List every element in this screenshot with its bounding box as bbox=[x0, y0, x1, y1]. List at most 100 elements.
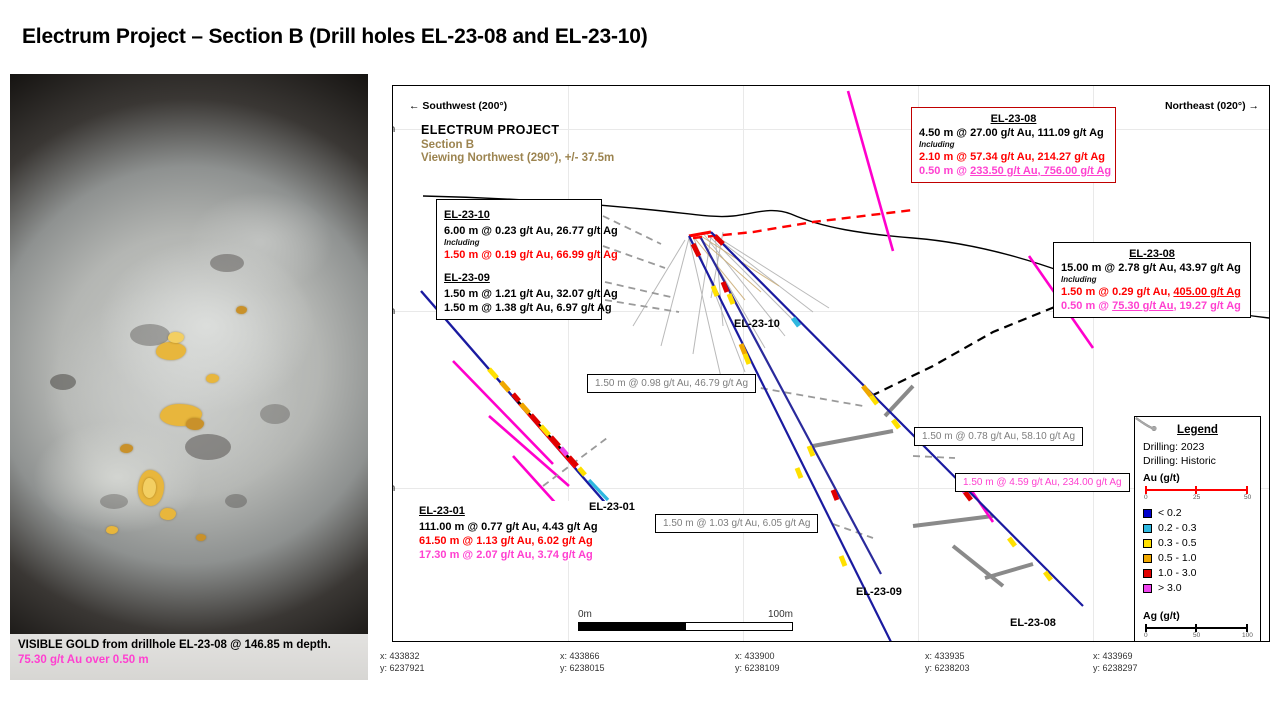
visible-gold-photo bbox=[10, 74, 368, 634]
elevation-label-800: 800m bbox=[393, 123, 395, 135]
drillhole-label-el-23-10: EL-23-10 bbox=[734, 318, 780, 330]
coordinate-y: y: 6238203 bbox=[925, 663, 970, 674]
swatch-gt-3-0 bbox=[1143, 583, 1152, 593]
scale-label-left: 0m bbox=[578, 609, 592, 620]
legend-au-scale: 0 25 50 bbox=[1143, 486, 1252, 503]
legend-class-label: 0.2 - 0.3 bbox=[1158, 522, 1197, 534]
callout-intercept-highlight: 1.50 m @ 4.59 g/t Au, 234.00 g/t Ag bbox=[955, 473, 1130, 492]
rock-texture bbox=[10, 74, 368, 634]
elevation-label-600: 600m bbox=[393, 482, 395, 494]
legend-panel: Legend Drilling: 2023 Drilling: Historic… bbox=[1134, 416, 1261, 641]
swatch-0-5-1-0 bbox=[1143, 553, 1152, 563]
au-tick-0: 0 bbox=[1144, 494, 1148, 501]
section-header: ELECTRUM PROJECT Section B Viewing North… bbox=[421, 123, 614, 164]
ag-tick-50: 50 bbox=[1193, 632, 1201, 639]
drillhole-trace-el-23-01 bbox=[420, 290, 610, 507]
intercept-row: 4.50 m @ 27.00 g/t Au, 111.09 g/t Ag bbox=[919, 127, 1104, 139]
legend-class-label: 0.3 - 0.5 bbox=[1158, 537, 1197, 549]
coordinate-y: y: 6237921 bbox=[380, 663, 425, 674]
section-header-line-3: Viewing Northwest (290°), +/- 37.5m bbox=[421, 152, 615, 164]
info-box-el2310-el2309: EL-23-10 6.00 m @ 0.23 g/t Au, 26.77 g/t… bbox=[436, 199, 618, 320]
leader-el2308-top bbox=[692, 208, 914, 240]
legend-label-drilling-historic: Drilling: Historic bbox=[1143, 455, 1216, 467]
including-label: Including bbox=[919, 140, 955, 149]
legend-class-label: 0.5 - 1.0 bbox=[1158, 552, 1197, 564]
coordinate-y: y: 6238297 bbox=[1093, 663, 1138, 674]
intercept-row: 61.50 m @ 1.13 g/t Au, 6.02 g/t Ag bbox=[419, 535, 593, 547]
coordinate-x: x: 433832 bbox=[380, 651, 420, 661]
drillhole-label-el-23-01: EL-23-01 bbox=[589, 501, 635, 513]
intercept-row: 17.30 m @ 2.07 g/t Au, 3.74 g/t Ag bbox=[419, 549, 593, 561]
intercept-row: 1.50 m @ 0.19 g/t Au, 66.99 g/t Ag bbox=[444, 249, 618, 261]
intercept-row: 15.00 m @ 2.78 g/t Au, 43.97 g/t Ag bbox=[1061, 262, 1241, 274]
legend-title: Legend bbox=[1177, 424, 1218, 436]
info-box-hole-title: EL-23-08 bbox=[1129, 248, 1175, 260]
legend-class-row: 0.2 - 0.3 bbox=[1143, 522, 1252, 534]
including-label: Including bbox=[444, 238, 480, 247]
legend-row-drilling-historic: Drilling: Historic bbox=[1135, 417, 1252, 467]
intercept-row: 1.50 m @ 1.38 g/t Au, 6.97 g/t Ag bbox=[444, 302, 612, 314]
leader-el2308-right bbox=[870, 304, 1058, 397]
callout-intercept: 1.50 m @ 0.98 g/t Au, 46.79 g/t Ag bbox=[587, 374, 757, 393]
info-box-el2308-right: EL-23-08 15.00 m @ 2.78 g/t Au, 43.97 g/… bbox=[1053, 242, 1251, 318]
drillhole-label-el-23-09: EL-23-09 bbox=[856, 586, 902, 598]
coordinate-label: x: 433866 y: 6238015 bbox=[560, 650, 605, 674]
info-box-hole-title: EL-23-08 bbox=[990, 113, 1037, 125]
section-header-line-2: Section B bbox=[421, 139, 475, 151]
info-box-el2301: EL-23-01 111.00 m @ 0.77 g/t Au, 4.43 g/… bbox=[419, 501, 609, 561]
coordinate-x: x: 433900 bbox=[735, 651, 775, 661]
coordinate-x: x: 433935 bbox=[925, 651, 965, 661]
legend-class-row: > 3.0 bbox=[1143, 582, 1252, 594]
info-box-el2308-top: EL-23-08 4.50 m @ 27.00 g/t Au, 111.09 g… bbox=[911, 107, 1116, 183]
drillhole-label-el-23-08: EL-23-08 bbox=[1010, 617, 1056, 629]
swatch-0-3-0-5 bbox=[1143, 538, 1152, 548]
legend-class-row: 1.0 - 3.0 bbox=[1143, 567, 1252, 579]
caption-line-2: 75.30 g/t Au over 0.50 m bbox=[18, 654, 149, 666]
callout-intercept: 1.50 m @ 1.03 g/t Au, 6.05 g/t Ag bbox=[655, 514, 819, 533]
info-box-hole-el-23-01: EL-23-01 bbox=[419, 505, 465, 517]
intercept-row: 1.50 m @ 1.21 g/t Au, 32.07 g/t Ag bbox=[444, 288, 618, 300]
swatch-lt-0-2 bbox=[1143, 508, 1152, 518]
coordinate-label: x: 433832 y: 6237921 bbox=[380, 650, 425, 674]
coordinate-x: x: 433969 bbox=[1093, 651, 1133, 661]
coordinate-x: x: 433866 bbox=[560, 651, 600, 661]
intercept-row: 2.10 m @ 57.34 g/t Au, 214.27 g/t Ag bbox=[919, 151, 1105, 163]
legend-class-label: < 0.2 bbox=[1158, 507, 1182, 519]
legend-class-label: 1.0 - 3.0 bbox=[1158, 567, 1197, 579]
scale-label-right: 100m bbox=[767, 609, 793, 620]
legend-row-drilling-2023: Drilling: 2023 bbox=[1135, 417, 1252, 453]
intercept-row: 111.00 m @ 0.77 g/t Au, 4.43 g/t Ag bbox=[419, 521, 598, 533]
legend-label-drilling-2023: Drilling: 2023 bbox=[1143, 441, 1205, 453]
info-box-hole-el-23-09: EL-23-09 bbox=[444, 272, 490, 284]
legend-class-row: 0.3 - 0.5 bbox=[1143, 537, 1252, 549]
drillhole-trace-el-23-10 bbox=[688, 235, 892, 641]
legend-class-row: < 0.2 bbox=[1143, 507, 1252, 519]
coordinate-y: y: 6238015 bbox=[560, 663, 605, 674]
coordinate-label: x: 433935 y: 6238203 bbox=[925, 650, 970, 674]
drilling-historic-icon bbox=[1135, 417, 1157, 431]
coordinate-y: y: 6238109 bbox=[735, 663, 780, 674]
intercept-row: 1.50 m @ 0.29 g/t Au, 405.00 g/t Ag bbox=[1061, 286, 1241, 298]
page-title: Electrum Project – Section B (Drill hole… bbox=[22, 25, 648, 48]
ag-tick-0: 0 bbox=[1144, 632, 1148, 639]
cross-section-plot: ← Southwest (200°) Northeast (020°) → EL… bbox=[392, 85, 1270, 642]
swatch-1-0-3-0 bbox=[1143, 568, 1152, 578]
legend-class-row: 0.5 - 1.0 bbox=[1143, 552, 1252, 564]
intercept-row-highlight: 0.50 m @ 233.50 g/t Au, 756.00 g/t Ag bbox=[919, 165, 1112, 177]
au-tick-50: 50 bbox=[1244, 494, 1252, 501]
direction-label-southwest: ← Southwest (200°) bbox=[409, 100, 508, 112]
callout-intercept: 1.50 m @ 0.78 g/t Au, 58.10 g/t Ag bbox=[914, 427, 1084, 446]
legend-au-label: Au (g/t) bbox=[1143, 472, 1180, 484]
swatch-0-2-0-3 bbox=[1143, 523, 1152, 533]
coordinate-label: x: 433969 y: 6238297 bbox=[1093, 650, 1138, 674]
intercept-row: 6.00 m @ 0.23 g/t Au, 26.77 g/t Ag bbox=[444, 225, 618, 237]
scale-bar: 0m 100m bbox=[578, 609, 793, 631]
drillhole-trace-el-23-09 bbox=[700, 237, 882, 575]
elevation-label-700: 700m bbox=[393, 305, 395, 317]
including-label: Including bbox=[1061, 275, 1097, 284]
au-tick-25: 25 bbox=[1193, 494, 1201, 501]
background-grid bbox=[393, 86, 1269, 641]
legend-ag-label: Ag (g/t) bbox=[1143, 610, 1180, 622]
core-photo-panel: VISIBLE GOLD from drillhole EL-23-08 @ 1… bbox=[10, 74, 368, 680]
ag-tick-100: 100 bbox=[1242, 632, 1253, 639]
